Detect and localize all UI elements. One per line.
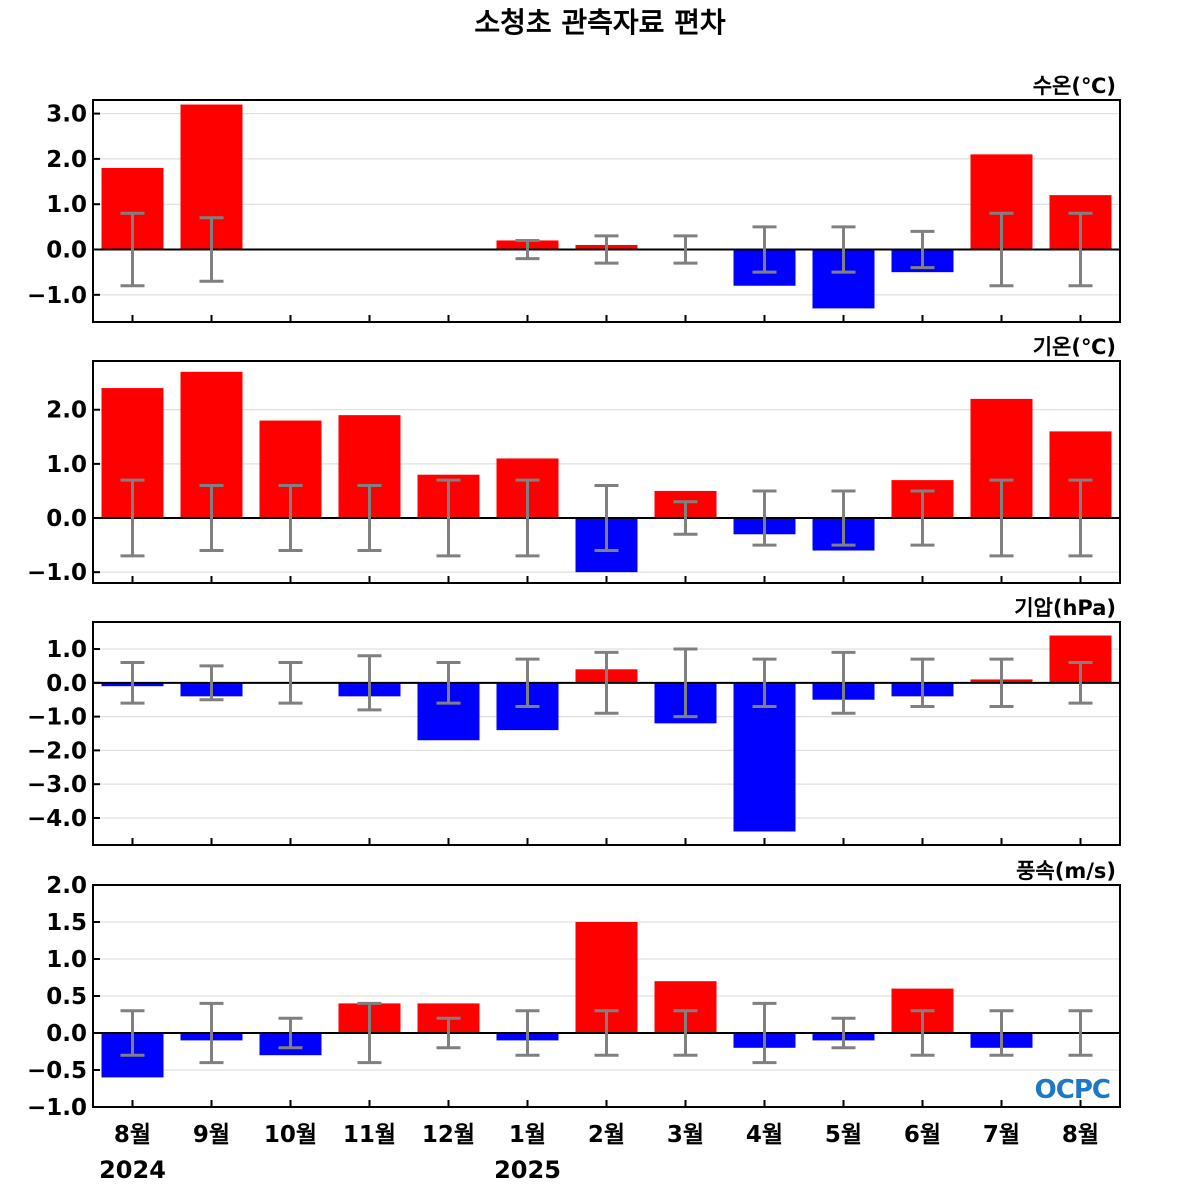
panel-3: −4.0 −3.0 −2.0 −1.0 0.0 1.0 기압(hPa)	[27, 596, 1121, 846]
plot-frame	[92, 99, 1121, 323]
y-tick-label: 2.0	[46, 398, 87, 424]
y-tick-label: −3.0	[27, 772, 87, 798]
chart-title: 소청초 관측자료 편차	[474, 6, 726, 39]
y-tick-label: 1.0	[46, 947, 87, 973]
y-tick-label: 0.0	[46, 238, 87, 264]
year-label: 2024	[99, 1156, 166, 1184]
y-tick-label: −2.0	[27, 738, 87, 764]
x-tick-label: 7월	[983, 1122, 1020, 1148]
y-tick-label: −1.0	[27, 1095, 87, 1121]
x-tick-label: 6월	[904, 1122, 941, 1148]
panel-2: −1.0 0.0 1.0 2.0 기온(℃)	[27, 335, 1121, 586]
x-tick-label: 4월	[746, 1122, 783, 1148]
y-tick-label: 0.0	[46, 1021, 87, 1047]
y-tick-label: 1.0	[46, 637, 87, 663]
x-tick-label: 8월	[1062, 1122, 1099, 1148]
x-tick-label: 1월	[509, 1122, 546, 1148]
x-tick-label: 5월	[825, 1122, 862, 1148]
year-label: 2025	[494, 1156, 561, 1184]
y-tick-label: −4.0	[27, 806, 87, 832]
x-tick-label: 3월	[667, 1122, 704, 1148]
panel-label: 기온(℃)	[1033, 335, 1116, 359]
x-tick-label: 11월	[343, 1122, 396, 1148]
y-tick-label: 2.0	[46, 873, 87, 899]
y-tick-label: 3.0	[46, 102, 87, 128]
x-tick-label: 10월	[264, 1122, 317, 1148]
y-tick-label: −1.0	[27, 560, 87, 586]
y-tick-label: 1.0	[46, 452, 87, 478]
panel-label: 풍속(m/s)	[1016, 859, 1116, 883]
x-axis: 8월 9월 10월 11월 12월 1월 2월 3월 4월 5월 6월 7월 8월 2024 2025	[99, 1122, 1099, 1184]
y-tick-label: 2.0	[46, 147, 87, 173]
y-tick-label: 1.0	[46, 192, 87, 218]
y-tick-label: 0.0	[46, 671, 87, 697]
x-tick-label: 8월	[114, 1122, 151, 1148]
panel-label: 기압(hPa)	[1014, 596, 1116, 620]
y-tick-label: 1.5	[46, 910, 87, 936]
x-tick-label: 12월	[422, 1122, 475, 1148]
panel-4: −1.0 −0.5 0.0 0.5 1.0 1.5 2.0 풍속(m/s)	[27, 859, 1121, 1121]
panel-1: −1.0 0.0 1.0 2.0 3.0 수온(℃)	[27, 74, 1121, 323]
y-tick-label: −0.5	[27, 1058, 87, 1084]
y-tick-label: −1.0	[27, 283, 87, 309]
x-tick-label: 2월	[588, 1122, 625, 1148]
y-tick-label: 0.5	[46, 984, 87, 1010]
y-tick-label: −1.0	[27, 705, 87, 731]
x-tick-label: 9월	[193, 1122, 230, 1148]
ocpc-logo: OCPC	[1035, 1075, 1110, 1105]
y-tick-label: 0.0	[46, 506, 87, 532]
panel-label: 수온(℃)	[1033, 74, 1116, 98]
